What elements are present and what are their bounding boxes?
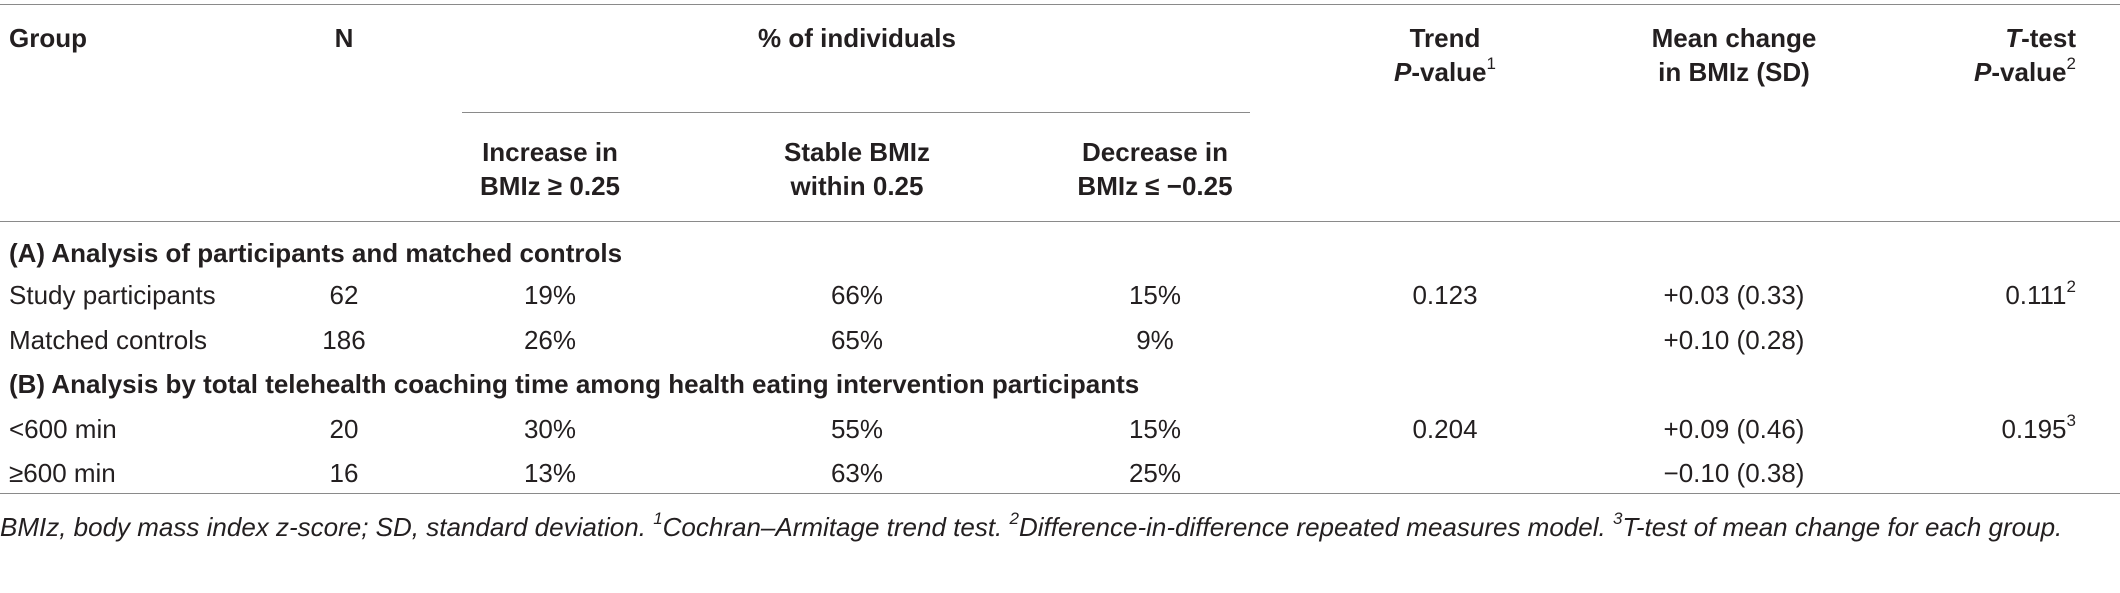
row-trend: 0.204 (1412, 414, 1478, 444)
header-pct-individuals: % of individuals (758, 23, 956, 53)
row-decrease: 15% (1128, 280, 1182, 310)
table-bottom-rule (0, 493, 2120, 494)
row-decrease: 25% (1128, 458, 1182, 488)
row-ttest: 0.1953 (2001, 411, 2076, 444)
row-increase: 13% (523, 458, 577, 488)
header-mean-change: Mean change in BMIz (SD) (1652, 21, 1817, 89)
header-decrease: Decrease in BMIz ≤ −0.25 (1077, 137, 1233, 201)
row-increase: 26% (523, 325, 577, 355)
header-ttest: T-test P-value2 (1974, 21, 2076, 89)
row-stable: 66% (830, 280, 884, 310)
header-bottom-rule (0, 221, 2120, 222)
row-group: <600 min (9, 414, 117, 444)
header-ttest-line1: T-test (2005, 23, 2076, 53)
header-stable: Stable BMIz within 0.25 (784, 137, 930, 201)
header-trend: Trend P-value1 (1394, 21, 1496, 89)
row-mean: −0.10 (0.38) (1663, 458, 1805, 488)
row-group: ≥600 min (9, 458, 116, 488)
table-top-rule (0, 4, 2120, 5)
row-increase: 30% (523, 414, 577, 444)
row-n: 16 (329, 458, 359, 488)
row-trend: 0.123 (1412, 280, 1478, 310)
header-trend-line1: Trend (1409, 23, 1481, 53)
row-group: Matched controls (9, 325, 207, 355)
section-b-title: (B) Analysis by total telehealth coachin… (9, 369, 1140, 399)
row-mean: +0.09 (0.46) (1663, 414, 1805, 444)
section-a-title: (A) Analysis of participants and matched… (9, 238, 623, 268)
header-n: N (334, 23, 354, 53)
header-mean-line1: Mean change (1651, 23, 1817, 53)
row-n: 20 (329, 414, 359, 444)
header-group: Group (9, 23, 87, 53)
table-footnote: BMIz, body mass index z-score; SD, stand… (0, 509, 2063, 542)
row-n: 186 (322, 325, 366, 355)
row-decrease: 15% (1128, 414, 1182, 444)
header-trend-line2: P-value1 (1394, 54, 1496, 87)
row-mean: +0.03 (0.33) (1663, 280, 1805, 310)
row-stable: 65% (830, 325, 884, 355)
row-mean: +0.10 (0.28) (1663, 325, 1805, 355)
spanner-rule (462, 112, 1250, 113)
header-increase: Increase in BMIz ≥ 0.25 (480, 137, 620, 201)
row-decrease: 9% (1136, 325, 1174, 355)
header-mean-line2: in BMIz (SD) (1658, 57, 1810, 87)
row-n: 62 (329, 280, 359, 310)
row-increase: 19% (523, 280, 577, 310)
row-ttest: 0.1112 (2005, 277, 2076, 310)
header-ttest-line2: P-value2 (1974, 54, 2076, 87)
row-stable: 55% (830, 414, 884, 444)
row-group: Study participants (9, 280, 216, 310)
row-stable: 63% (830, 458, 884, 488)
